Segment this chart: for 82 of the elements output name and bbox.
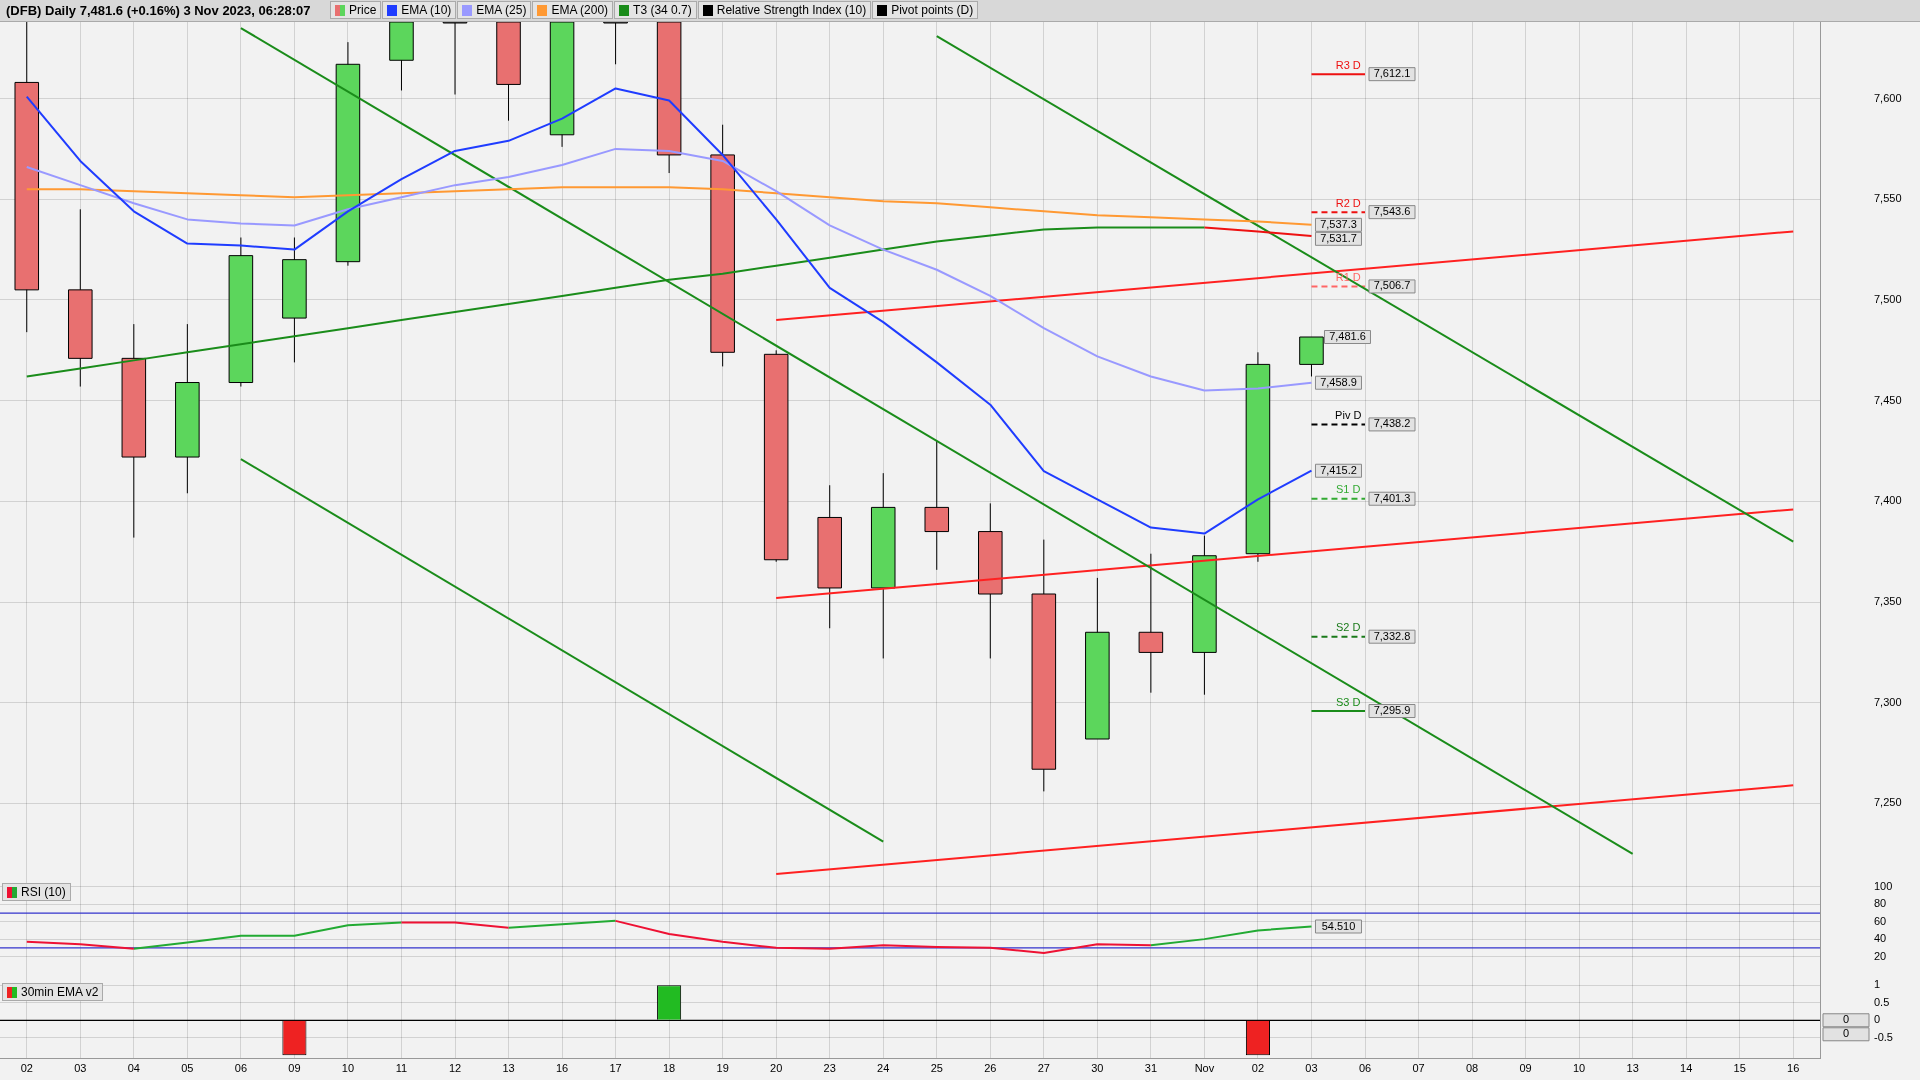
x-tick-label: 18 [662,1062,676,1075]
data-label: 7,612.1 [1373,67,1411,80]
series-label: R3 D [1335,58,1361,71]
x-tick-label: 31 [1144,1062,1158,1075]
x-tick-label: 08 [1465,1062,1479,1075]
series-label: S1 D [1336,483,1361,496]
x-tick-label: 27 [1037,1062,1050,1075]
x-tick-label: 03 [74,1062,87,1075]
y-tick-label: 20 [1874,949,1887,962]
series-label: S2 D [1336,621,1361,634]
data-label: 7,543.6 [1373,205,1411,218]
x-tick-label: 17 [609,1062,622,1075]
text: 7,481.6 [1329,330,1366,343]
data-label: 7,537.3 [1320,217,1357,230]
x-tick-label: 02 [1251,1062,1265,1075]
y-tick-label: 100 [1874,879,1893,892]
y-tick-label: 7,350 [1874,595,1902,608]
chart-title: RSI (10) [21,885,66,899]
x-tick-label: 10 [1572,1062,1586,1075]
y-tick-label: 7,450 [1874,393,1902,406]
legend-label: EMA (25) [476,3,527,17]
x-tick-label: 26 [984,1062,997,1075]
data-label: 7,438.2 [1373,417,1411,430]
series-label: Piv D [1335,408,1362,421]
x-tick-label: 07 [1412,1062,1425,1075]
legend-label: Price [349,3,377,17]
x-tick-label: 10 [341,1062,355,1075]
x-tick-label: 25 [930,1062,943,1075]
x-tick-label: 13 [502,1062,515,1075]
y-tick-label: 7,400 [1874,494,1902,507]
legend-label: EMA (10) [401,3,452,17]
data-label: 7,506.7 [1373,279,1411,292]
legend-label: T3 (34 0.7) [633,3,692,17]
x-tick-label: 20 [770,1062,783,1075]
text: Relative Strength Index (10) [716,3,867,17]
data-label: 54.510 [1321,919,1356,932]
y-tick-label: 7,250 [1874,796,1902,809]
x-tick-label: 13 [1626,1062,1639,1075]
y-tick-label: 1 [1874,978,1881,991]
data-label: 7,415.2 [1320,463,1357,476]
series-label: R2 D [1335,196,1361,209]
x-tick-label: 15 [1733,1062,1746,1075]
x-tick-label: 06 [234,1062,248,1075]
y-tick-label: 0 [1874,1013,1881,1026]
x-tick-label: 06 [1358,1062,1372,1075]
x-tick-label: 04 [127,1062,140,1075]
y-tick-label: 7,550 [1874,192,1902,205]
y-tick-label: 7,500 [1874,292,1902,305]
data-label: 7,401.3 [1373,491,1411,504]
y-tick-label: 7,600 [1874,91,1902,104]
legend-label: EMA (200) [551,3,609,17]
y-tick-label: 0.5 [1874,995,1890,1008]
x-tick-label: 16 [555,1062,569,1075]
data-label: 7,332.8 [1373,629,1411,642]
y-tick-label: 7,300 [1874,695,1902,708]
x-tick-label: 09 [288,1062,301,1075]
chart-title: (DFB) Daily 7,481.6 (+0.16%) 3 Nov 2023, 06:28:07 [6,3,311,18]
data-label: 7,295.9 [1373,704,1411,717]
ref-line-label: 0 [1842,1013,1850,1026]
text: 0 [1842,1027,1850,1040]
x-tick-label: 02 [20,1062,33,1075]
y-tick-label: 40 [1874,932,1887,945]
x-tick-label: 30 [1091,1062,1104,1075]
data-label: 7,531.7 [1320,231,1357,244]
x-tick-label: 14 [1680,1062,1693,1075]
x-tick-label: 23 [823,1062,836,1075]
x-tick-label: 11 [395,1062,408,1075]
x-tick-label: Nov [1194,1062,1215,1075]
x-tick-label: 19 [716,1062,729,1075]
x-tick-label: 05 [181,1062,194,1075]
x-tick-label: 09 [1519,1062,1532,1075]
x-tick-label: 24 [877,1062,890,1075]
x-tick-label: 16 [1787,1062,1800,1075]
y-tick-label: -0.5 [1874,1030,1893,1043]
y-tick-label: 60 [1874,914,1887,927]
data-label: 7,458.9 [1320,375,1357,388]
y-tick-label: 80 [1874,897,1887,910]
x-tick-label: 03 [1305,1062,1318,1075]
text: Pivot points (D) [891,3,974,17]
series-label: S3 D [1336,695,1361,708]
x-tick-label: 12 [448,1062,462,1075]
chart-title: 30min EMA v2 [21,985,99,999]
